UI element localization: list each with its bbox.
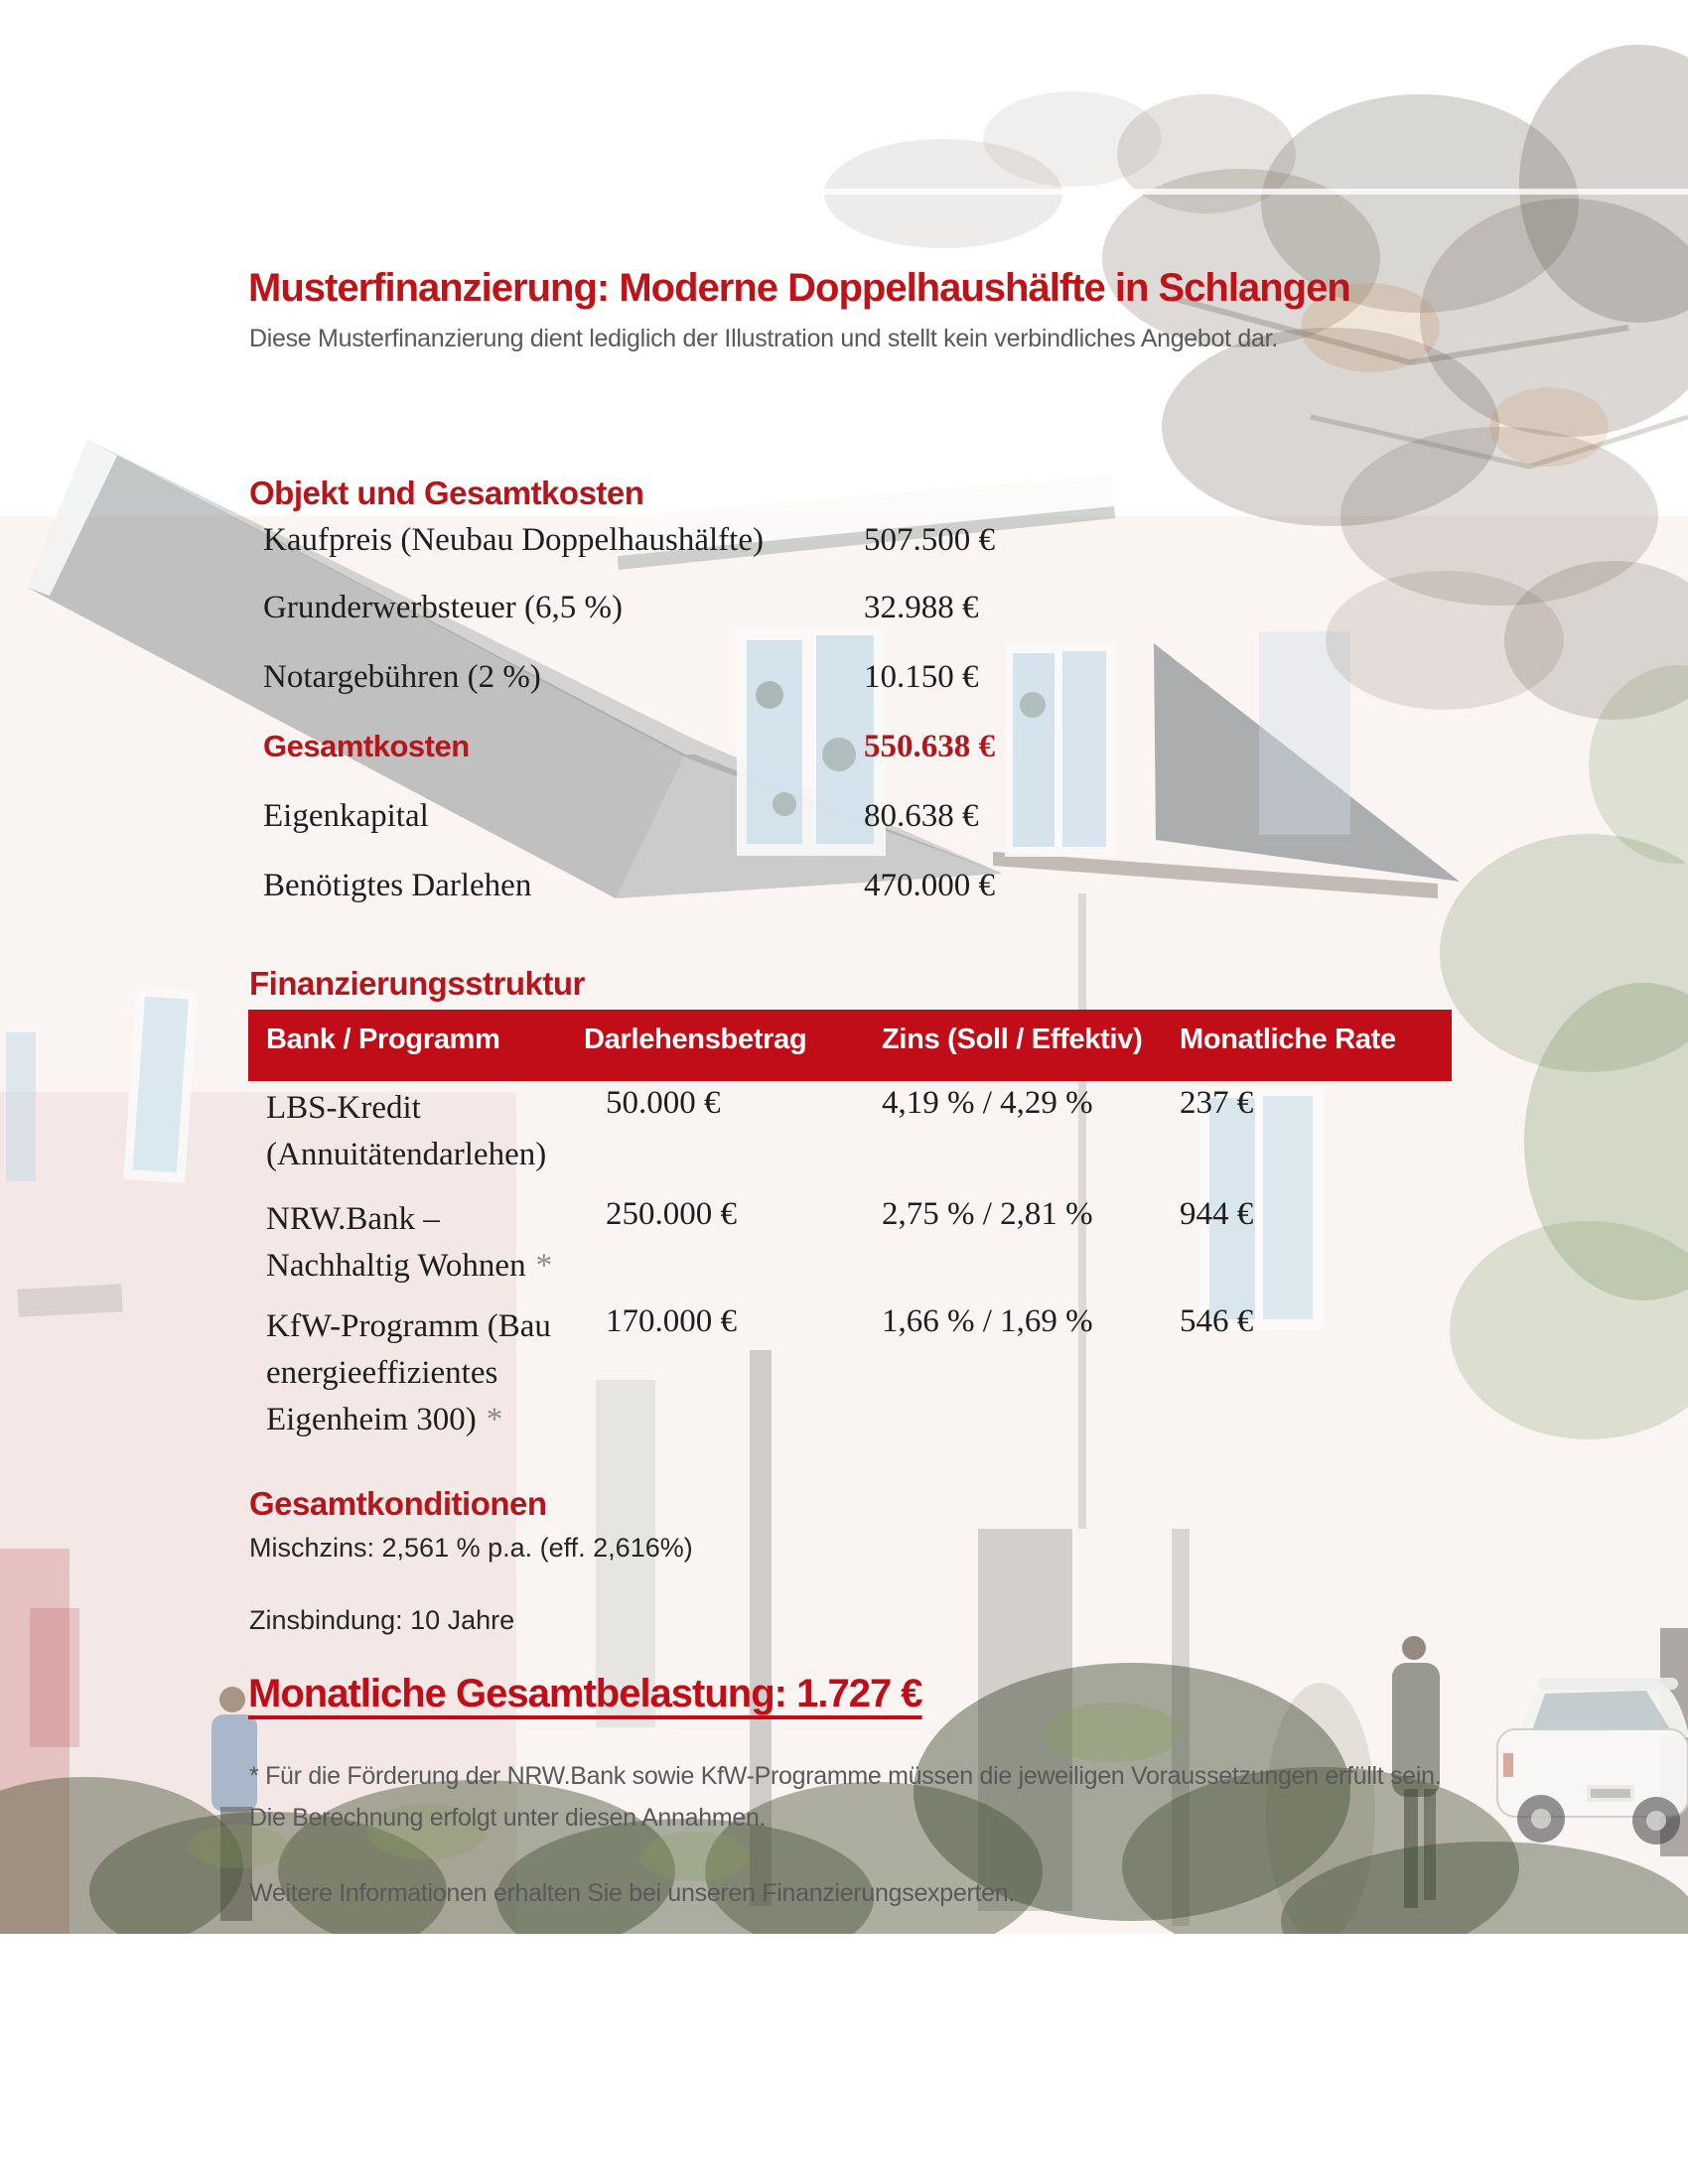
bank-cell: NRW.Bank – Nachhaltig Wohnen *	[266, 1196, 552, 1290]
bank-line: LBS-Kredit	[266, 1090, 421, 1126]
cost-value: 507.500 €	[864, 522, 995, 558]
window-lower-right	[1199, 1087, 1324, 1330]
footnote-text: * Für die Förderung der NRW.Bank sowie K…	[249, 1762, 1442, 1832]
mixed-rate-line: Mischzins: 2,561 % p.a. (eff. 2,616%)	[249, 1533, 693, 1563]
cost-label: Kaufpreis (Neubau Doppelhaushälfte)	[263, 522, 764, 558]
photo-bottom-edge	[0, 1934, 1688, 2184]
cost-label: Benötigtes Darlehen	[263, 868, 532, 903]
rate-cell: 546 €	[1180, 1303, 1254, 1339]
photo-top-edge	[0, 189, 1688, 195]
financing-table-header: Bank / Programm Darlehensbetrag Zins (So…	[248, 1010, 1452, 1081]
footnote-mark: *	[535, 1248, 553, 1284]
green-trees	[1440, 665, 1688, 1439]
cost-value: 10.150 €	[864, 659, 979, 695]
car	[1496, 1678, 1688, 1844]
interest-cell: 1,66 % / 1,69 %	[882, 1303, 1093, 1339]
left-roof	[28, 440, 1003, 898]
bank-line-text: Eigenheim 300)	[266, 1402, 477, 1437]
amount-cell: 50.000 €	[606, 1085, 721, 1121]
bank-line-text: Nachhaltig Wohnen	[266, 1248, 526, 1284]
cost-label: Eigenkapital	[263, 798, 429, 834]
section-heading-financing: Finanzierungsstruktur	[249, 965, 585, 1002]
cost-label-total: Gesamtkosten	[263, 729, 470, 763]
window-pair-center	[737, 627, 886, 856]
bank-line: NRW.Bank –	[266, 1201, 440, 1237]
bank-line: Nachhaltig Wohnen *	[266, 1243, 552, 1290]
cost-value: 80.638 €	[864, 798, 979, 834]
footnote-mark: *	[486, 1402, 503, 1437]
bank-line: (Annuitätendarlehen)	[266, 1137, 547, 1172]
dormer-roof	[993, 643, 1460, 1529]
bank-cell: LBS-Kredit (Annuitätendarlehen)	[266, 1085, 546, 1178]
bank-line: Eigenheim 300) *	[266, 1397, 551, 1443]
column-header-bank: Bank / Programm	[266, 1024, 500, 1055]
rate-cell: 237 €	[1180, 1085, 1254, 1121]
bank-line: KfW-Programm (Bau	[266, 1308, 551, 1344]
column-header-rate: Monatliche Rate	[1180, 1024, 1396, 1055]
column-header-interest: Zins (Soll / Effektiv)	[882, 1024, 1143, 1055]
parapet-edge	[616, 475, 1115, 570]
interest-cell: 4,19 % / 4,29 %	[882, 1085, 1093, 1121]
windows	[6, 627, 1350, 1926]
bank-cell: KfW-Programm (Bau energieeffizientes Eig…	[266, 1303, 551, 1443]
amount-cell: 170.000 €	[606, 1303, 737, 1339]
window-upper-right	[1005, 643, 1114, 857]
bushes	[0, 1663, 1688, 2000]
disclaimer-text: Diese Musterfinanzierung dient lediglich…	[249, 325, 1278, 352]
contact-text: Weitere Informationen erhalten Sie bei u…	[249, 1879, 1015, 1907]
tree-foliage	[824, 45, 1688, 720]
amount-cell: 250.000 €	[606, 1196, 737, 1232]
bank-line: energieeffizientes	[266, 1355, 498, 1391]
person-left	[211, 1687, 257, 1921]
person-right	[1266, 1636, 1440, 1941]
fixed-period-line: Zinsbindung: 10 Jahre	[249, 1605, 515, 1635]
cost-label: Grunderwerbsteuer (6,5 %)	[263, 590, 623, 625]
column-header-amount: Darlehensbetrag	[584, 1024, 807, 1055]
section-heading-conditions: Gesamtkonditionen	[249, 1485, 547, 1522]
cost-label: Notargebühren (2 %)	[263, 659, 541, 695]
monthly-total-line: Monatliche Gesamtbelastung: 1.727 €	[248, 1672, 923, 1715]
interest-cell: 2,75 % / 2,81 %	[882, 1196, 1093, 1232]
section-heading-object-costs: Objekt und Gesamtkosten	[249, 475, 644, 511]
cost-value-total: 550.638 €	[864, 729, 995, 764]
page-title: Musterfinanzierung: Moderne Doppelhaushä…	[248, 266, 1351, 310]
cost-value: 470.000 €	[864, 868, 995, 903]
cost-value: 32.988 €	[864, 590, 979, 625]
rate-cell: 944 €	[1180, 1196, 1254, 1232]
